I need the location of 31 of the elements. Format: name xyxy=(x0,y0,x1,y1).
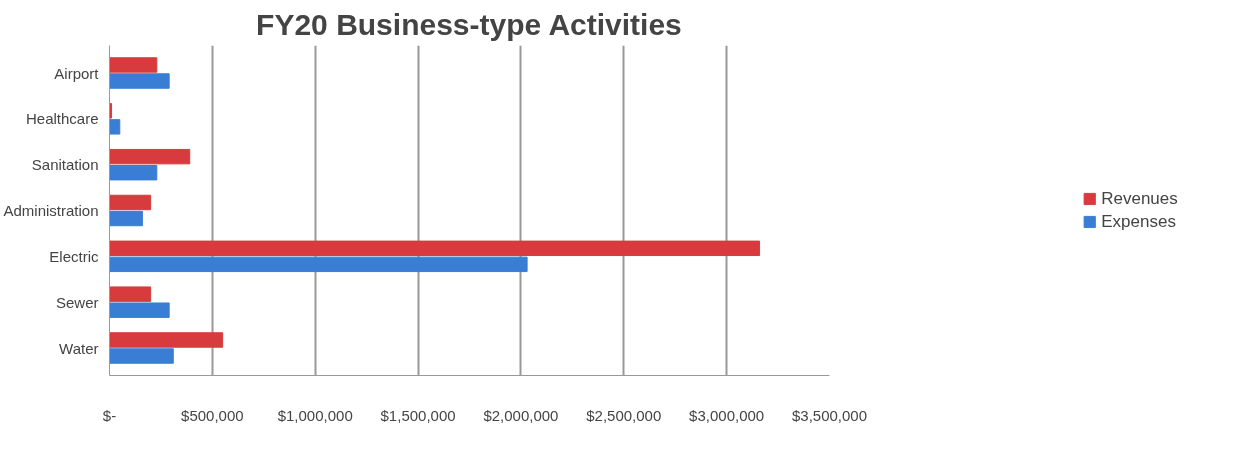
chart-title: FY20 Business-type Activities xyxy=(256,7,682,41)
bar xyxy=(109,302,170,318)
bar xyxy=(109,148,191,165)
bar xyxy=(109,332,224,348)
y-tick-label: Sewer xyxy=(55,293,99,311)
x-tick-label: $2,000,000 xyxy=(483,406,559,424)
y-tick-label: Water xyxy=(59,339,99,357)
legend-label: Expenses xyxy=(1101,211,1176,232)
bar xyxy=(109,348,174,364)
bar xyxy=(109,164,158,181)
x-tick-label: $500,000 xyxy=(181,406,244,424)
bar xyxy=(109,286,152,302)
x-tick-label: $2,500,000 xyxy=(586,406,662,424)
x-tick-label: $- xyxy=(102,406,117,424)
y-tick-label: Administration xyxy=(3,202,99,219)
y-tick-label: Healthcare xyxy=(25,110,99,128)
bar xyxy=(109,240,761,257)
x-tick-label: $3,500,000 xyxy=(791,406,868,424)
bar xyxy=(109,256,528,273)
bar xyxy=(109,73,170,89)
y-tick-label: Airport xyxy=(54,64,100,82)
x-tick-label: $1,500,000 xyxy=(380,406,456,424)
y-tick-label: Electric xyxy=(49,247,99,265)
bar xyxy=(109,119,121,135)
legend-label: Revenues xyxy=(1101,188,1178,209)
bar xyxy=(109,57,158,73)
bar xyxy=(109,210,143,227)
x-tick-label: $1,000,000 xyxy=(277,406,353,424)
y-tick-label: Sanitation xyxy=(31,156,99,174)
bar xyxy=(109,194,152,211)
x-tick-label: $3,000,000 xyxy=(689,406,765,424)
